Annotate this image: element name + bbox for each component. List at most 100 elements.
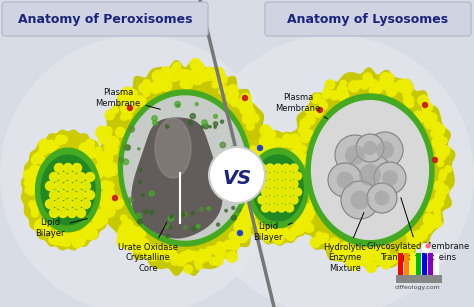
Circle shape bbox=[265, 156, 273, 163]
Circle shape bbox=[121, 215, 127, 221]
Circle shape bbox=[83, 223, 94, 234]
Circle shape bbox=[118, 233, 129, 245]
Circle shape bbox=[348, 153, 392, 197]
Circle shape bbox=[245, 157, 254, 166]
Circle shape bbox=[292, 167, 299, 175]
Circle shape bbox=[259, 156, 267, 164]
Circle shape bbox=[30, 165, 39, 174]
Circle shape bbox=[285, 204, 293, 212]
Circle shape bbox=[46, 181, 55, 191]
Circle shape bbox=[119, 225, 128, 233]
Circle shape bbox=[378, 80, 386, 89]
Circle shape bbox=[297, 218, 305, 226]
Circle shape bbox=[58, 208, 67, 217]
Circle shape bbox=[31, 156, 39, 164]
Circle shape bbox=[272, 228, 280, 236]
Circle shape bbox=[399, 247, 409, 256]
Circle shape bbox=[180, 254, 188, 262]
Circle shape bbox=[86, 139, 94, 147]
Circle shape bbox=[107, 137, 119, 148]
Bar bbox=[416, 253, 421, 275]
Circle shape bbox=[406, 231, 414, 239]
Circle shape bbox=[85, 231, 94, 239]
Circle shape bbox=[241, 226, 251, 235]
Circle shape bbox=[258, 180, 266, 188]
Circle shape bbox=[134, 238, 141, 245]
Circle shape bbox=[123, 159, 128, 165]
Circle shape bbox=[434, 209, 441, 216]
Circle shape bbox=[266, 196, 274, 204]
Circle shape bbox=[270, 188, 277, 196]
Circle shape bbox=[95, 171, 102, 178]
Circle shape bbox=[180, 80, 188, 88]
Circle shape bbox=[73, 181, 82, 191]
Circle shape bbox=[76, 232, 83, 240]
Bar bbox=[404, 253, 409, 275]
Circle shape bbox=[76, 191, 85, 200]
Circle shape bbox=[434, 130, 440, 136]
Circle shape bbox=[338, 92, 348, 102]
Circle shape bbox=[401, 83, 411, 94]
Circle shape bbox=[150, 82, 161, 93]
Circle shape bbox=[425, 121, 432, 127]
Circle shape bbox=[212, 68, 224, 80]
Circle shape bbox=[73, 200, 82, 208]
Circle shape bbox=[87, 230, 94, 237]
Circle shape bbox=[116, 199, 124, 207]
Circle shape bbox=[137, 219, 142, 224]
Circle shape bbox=[191, 212, 194, 215]
Circle shape bbox=[369, 79, 377, 87]
Circle shape bbox=[36, 219, 46, 230]
Circle shape bbox=[360, 254, 369, 263]
Circle shape bbox=[101, 200, 111, 211]
Circle shape bbox=[392, 254, 401, 263]
Circle shape bbox=[126, 88, 135, 97]
Circle shape bbox=[340, 80, 346, 87]
Circle shape bbox=[49, 173, 58, 181]
Circle shape bbox=[306, 171, 313, 178]
Circle shape bbox=[94, 220, 102, 228]
Circle shape bbox=[294, 175, 301, 181]
Circle shape bbox=[359, 164, 381, 186]
Circle shape bbox=[214, 115, 218, 118]
Circle shape bbox=[302, 204, 312, 215]
Circle shape bbox=[235, 230, 242, 237]
Circle shape bbox=[259, 194, 268, 204]
Circle shape bbox=[127, 94, 134, 102]
Circle shape bbox=[438, 192, 445, 199]
Circle shape bbox=[349, 262, 358, 270]
Circle shape bbox=[262, 138, 268, 144]
Circle shape bbox=[133, 240, 141, 249]
Circle shape bbox=[261, 144, 272, 155]
Circle shape bbox=[121, 92, 133, 103]
Circle shape bbox=[433, 141, 439, 147]
Circle shape bbox=[190, 114, 195, 119]
Circle shape bbox=[334, 245, 342, 253]
Circle shape bbox=[349, 247, 356, 254]
Circle shape bbox=[53, 231, 60, 239]
Circle shape bbox=[67, 191, 76, 200]
Circle shape bbox=[181, 212, 185, 216]
Circle shape bbox=[345, 145, 365, 165]
Circle shape bbox=[299, 191, 307, 199]
Circle shape bbox=[95, 163, 105, 174]
Circle shape bbox=[322, 92, 329, 99]
Circle shape bbox=[214, 126, 216, 128]
Circle shape bbox=[382, 250, 390, 258]
Circle shape bbox=[162, 81, 168, 87]
Circle shape bbox=[221, 193, 225, 197]
Circle shape bbox=[286, 154, 295, 163]
Circle shape bbox=[344, 247, 352, 256]
FancyBboxPatch shape bbox=[309, 161, 345, 211]
Text: Lipid
Bilayer: Lipid Bilayer bbox=[35, 218, 87, 238]
Circle shape bbox=[242, 115, 250, 123]
Circle shape bbox=[34, 221, 45, 232]
Circle shape bbox=[313, 94, 321, 102]
Circle shape bbox=[23, 170, 33, 180]
Circle shape bbox=[155, 246, 165, 256]
Circle shape bbox=[98, 161, 106, 169]
Polygon shape bbox=[253, 155, 303, 221]
Circle shape bbox=[207, 207, 210, 210]
Circle shape bbox=[442, 146, 450, 153]
Circle shape bbox=[183, 76, 190, 83]
